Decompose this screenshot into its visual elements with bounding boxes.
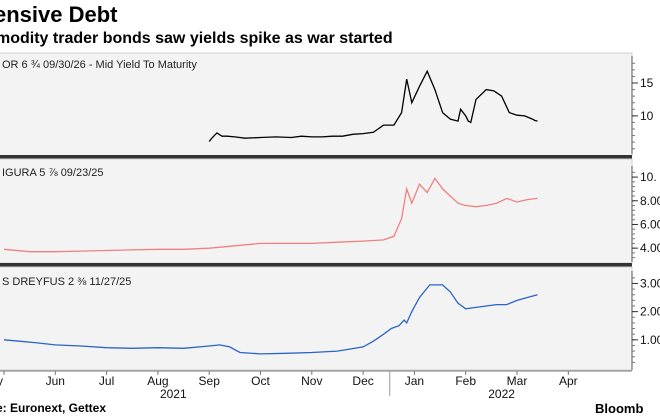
chart-subtitle: modity trader bonds saw yields spike as … — [0, 30, 393, 47]
source-note: e: Euronext, Gettex — [0, 401, 107, 415]
panel-3: S DREYFUS 2 ⅜ 11/27/25 1.00 2.00 3.00 — [0, 266, 660, 371]
x-month-label: Feb — [455, 374, 476, 388]
panel-1-series-line — [208, 69, 538, 142]
x-month-label: y — [0, 374, 3, 388]
panel-1-y-axis: 10 15 — [631, 56, 654, 154]
y-tick-label: 10 — [640, 109, 654, 123]
x-month-label: Apr — [559, 374, 578, 388]
x-year-label: 2021 — [160, 387, 187, 401]
panel-2-y-axis: 4.00 6.00 8.00 10. — [631, 166, 660, 262]
panel-1-separator — [0, 155, 632, 159]
panel-1: OR 6 ¾ 09/30/26 - Mid Yield To Maturity … — [0, 52, 654, 157]
y-tick-label: 10. — [640, 170, 657, 184]
y-tick-label: 1.00 — [640, 333, 660, 347]
panel-2-series-line — [3, 177, 538, 253]
x-month-label: Jul — [99, 374, 114, 388]
x-month-label: Mar — [507, 374, 528, 388]
y-tick-label: 2.00 — [640, 305, 660, 319]
y-tick-label: 8.00 — [640, 194, 660, 208]
panel-3-series-line — [3, 284, 538, 355]
x-month-label: Jan — [405, 374, 424, 388]
brand-logo-text: Bloomb — [595, 401, 644, 416]
panel-3-y-axis: 1.00 2.00 3.00 — [631, 271, 660, 370]
panel-1-label: OR 6 ¾ 09/30/26 - Mid Yield To Maturity — [2, 59, 197, 71]
x-month-label: Oct — [251, 374, 270, 388]
chart-title: ensive Debt — [0, 2, 118, 27]
x-axis: y Jun Jul Aug Sep Oct Nov Dec Jan Feb Mar Apr 2021 20… — [0, 370, 632, 401]
x-year-label: 2022 — [488, 387, 515, 401]
panel-2-label: IGURA 5 ⅞ 09/23/25 — [2, 167, 104, 179]
panel-1-background — [0, 52, 633, 157]
y-tick-label: 6.00 — [640, 217, 660, 231]
panel-2: IGURA 5 ⅞ 09/23/25 4.00 6.00 8.00 10. — [0, 158, 660, 264]
x-month-label: Nov — [301, 374, 322, 388]
x-month-label: Dec — [352, 374, 373, 388]
panel-3-label: S DREYFUS 2 ⅜ 11/27/25 — [2, 276, 131, 288]
x-month-label: Aug — [147, 374, 168, 388]
y-tick-label: 15 — [640, 76, 654, 90]
x-month-label: Jun — [46, 374, 65, 388]
panel-2-separator — [0, 263, 632, 267]
y-tick-label: 4.00 — [640, 241, 660, 255]
y-tick-label: 3.00 — [640, 276, 660, 290]
x-month-label: Sep — [199, 374, 221, 388]
